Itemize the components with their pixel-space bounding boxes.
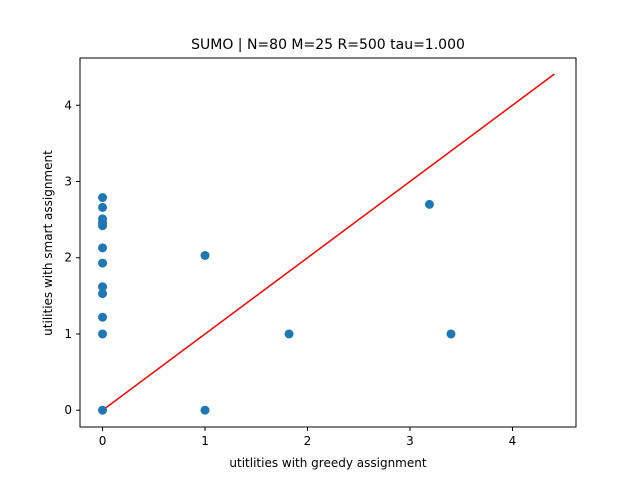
scatter-point [200,405,210,415]
y-tick-label: 0 [64,403,72,417]
x-tick-label: 1 [201,434,209,448]
scatter-point [98,329,108,339]
scatter-point [98,405,108,415]
diagonal-line [102,73,555,411]
scatter-point [284,329,294,339]
scatter-point [98,282,108,292]
y-axis-label: utilities with smart assignment [41,150,55,336]
x-tick-label: 0 [99,434,107,448]
plot-frame [79,57,577,428]
scatter-point [98,193,108,203]
x-axis-label: utitlities with greedy assignment [229,456,426,470]
scatter-point [98,312,108,322]
y-tick-label: 1 [64,327,72,341]
scatter-point [446,329,456,339]
scatter-point [98,214,108,224]
data-points [98,193,456,415]
scatter-point [98,202,108,212]
reference-line [102,73,555,411]
x-tick-label: 4 [509,434,517,448]
x-tick-label: 2 [304,434,312,448]
scatter-point [200,250,210,260]
scatter-point [98,258,108,268]
chart-title: SUMO | N=80 M=25 R=500 tau=1.000 [191,37,465,53]
axis-ticks: 0 1 2 3 4 0 1 2 3 4 [64,98,516,448]
scatter-point [424,199,434,209]
scatter-point [98,289,108,299]
scatter-point [98,243,108,253]
y-tick-label: 3 [64,175,72,189]
y-tick-label: 4 [64,98,72,112]
x-tick-label: 3 [406,434,414,448]
y-tick-label: 2 [64,251,72,265]
